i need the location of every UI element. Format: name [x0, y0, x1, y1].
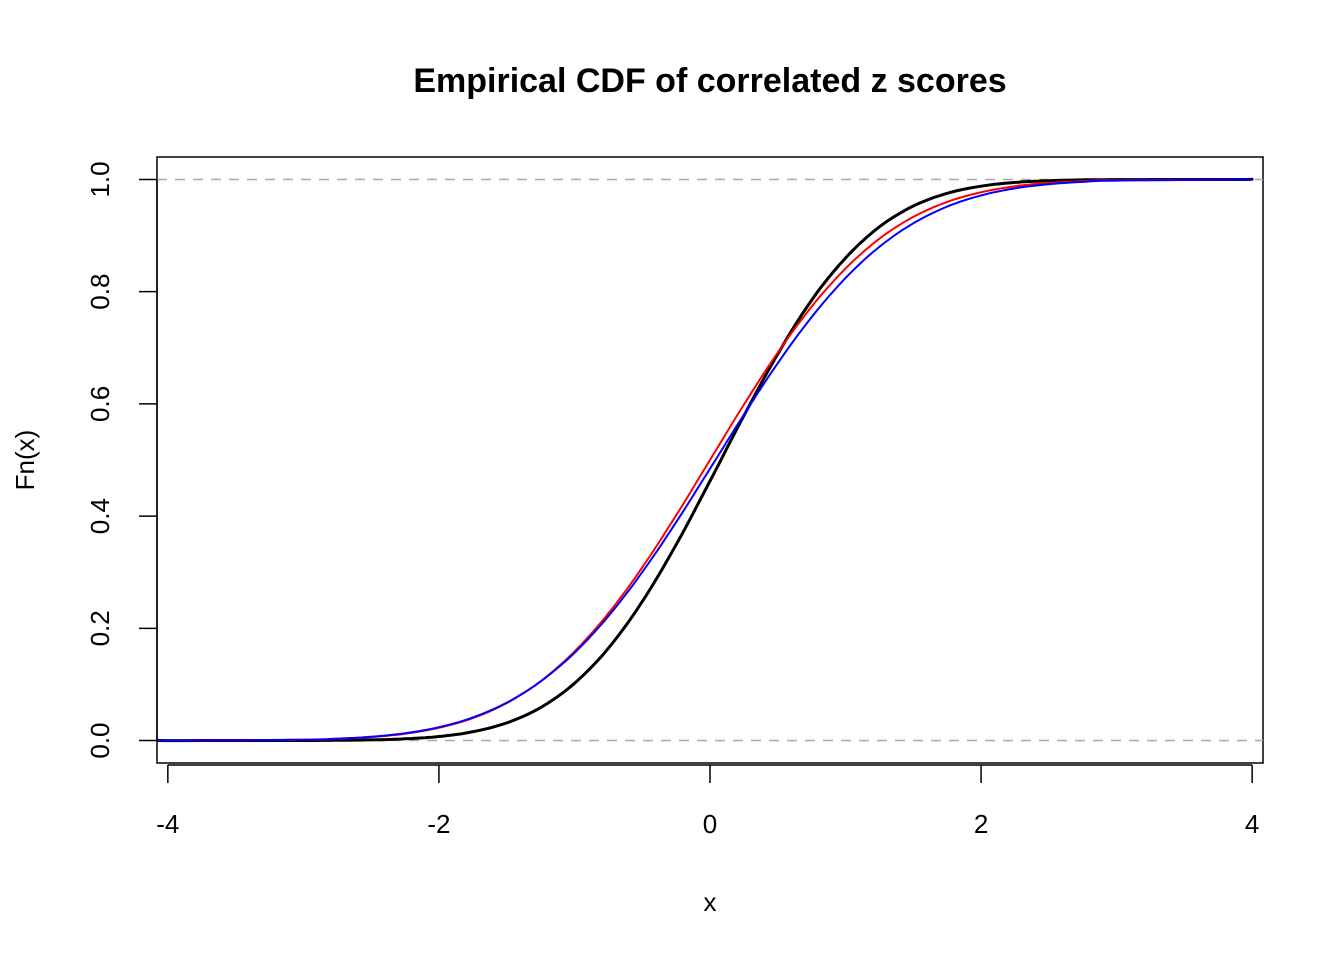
y-axis: 0.0 0.2 0.4 0.6 0.8 1.0	[85, 161, 158, 759]
x-tick-label: 2	[974, 809, 988, 839]
x-tick-label: 4	[1245, 809, 1259, 839]
series-lines	[156, 177, 1254, 743]
x-tick-label: -4	[156, 809, 179, 839]
x-axis: -4 -2 0 2 4	[156, 764, 1259, 839]
y-tick-label: 0.4	[85, 498, 115, 534]
x-axis-label: x	[704, 887, 717, 917]
y-tick-label: 0.8	[85, 274, 115, 310]
x-tick-label: 0	[703, 809, 717, 839]
y-axis-label: Fn(x)	[10, 430, 40, 491]
series-line-1	[156, 177, 1254, 743]
chart-title: Empirical CDF of correlated z scores	[413, 62, 1006, 100]
y-tick-label: 0.2	[85, 610, 115, 646]
series-line-3	[156, 178, 1254, 742]
y-tick-label: 0.0	[85, 722, 115, 758]
y-tick-label: 0.6	[85, 386, 115, 422]
series-line-2	[156, 178, 1254, 742]
x-tick-label: -2	[427, 809, 450, 839]
y-tick-label: 1.0	[85, 161, 115, 197]
